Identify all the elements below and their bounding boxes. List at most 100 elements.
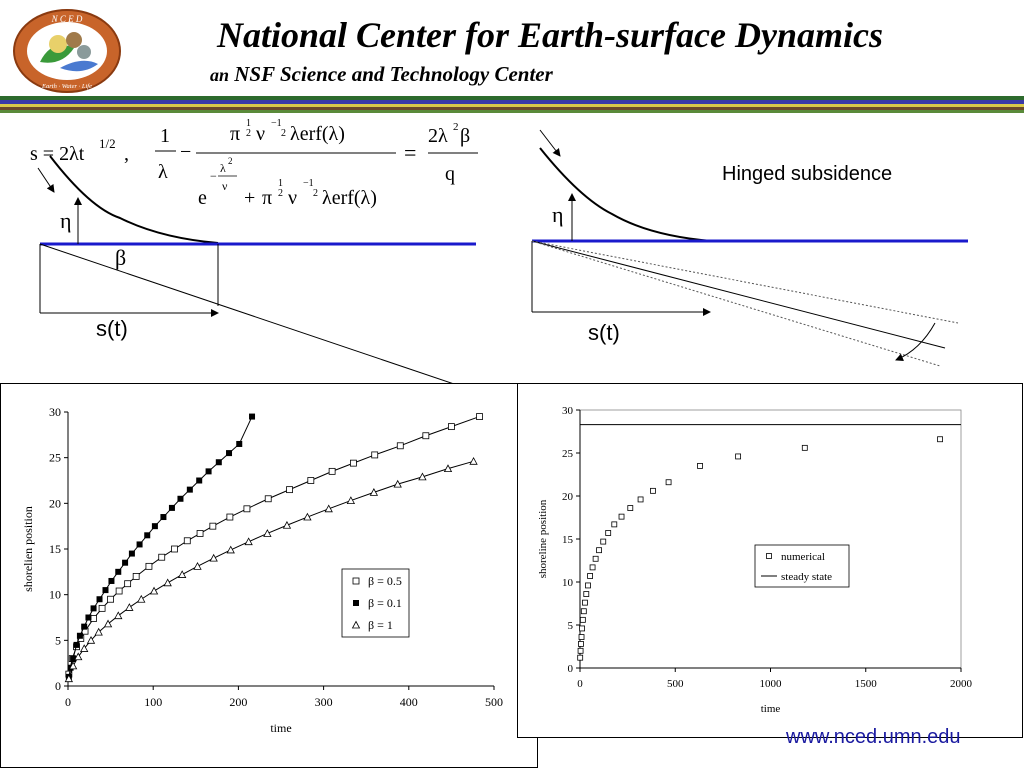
data-point [697, 463, 703, 469]
eq-num-half: 1 [246, 118, 251, 129]
series-2 [64, 456, 478, 683]
left-shore-arrow [37, 167, 55, 193]
x-axis-label: time [761, 703, 781, 715]
data-point [303, 512, 312, 521]
data-point [183, 537, 191, 545]
data-point [592, 555, 599, 562]
formula-s-comma: , [124, 143, 129, 165]
website-url: www.nced.umn.edu [786, 726, 961, 748]
eta-label: η [60, 208, 72, 233]
header-stripe-4 [0, 107, 1024, 110]
subtitle-prefix: an [210, 65, 230, 85]
data-point [85, 614, 92, 621]
data-point [115, 587, 123, 595]
data-point [611, 521, 618, 528]
legend-marker [353, 600, 359, 606]
data-point [422, 432, 430, 440]
legend-box [754, 544, 850, 588]
data-point [263, 529, 272, 537]
formula-s-exp: 1/2 [99, 136, 116, 151]
data-point [627, 505, 634, 511]
data-point [801, 444, 808, 451]
x-tick-label: 400 [400, 695, 418, 709]
data-point [585, 582, 591, 589]
data-point [144, 532, 151, 539]
y-axis-label: shoreline position [537, 499, 549, 578]
eq-rhs-num: 2λ [428, 125, 448, 147]
data-point [64, 674, 74, 683]
y-tick-label: 15 [562, 534, 574, 546]
data-point [122, 559, 129, 566]
legend-label: β = 0.5 [368, 574, 402, 588]
eq-equals: = [404, 140, 416, 165]
data-point [282, 520, 292, 529]
data-point [158, 553, 166, 561]
data-point [196, 477, 203, 484]
y-tick-label: 30 [49, 405, 61, 419]
x-tick-label: 0 [577, 678, 583, 690]
eq-num-pi: π [230, 123, 240, 145]
data-point [128, 550, 135, 557]
data-point [371, 451, 379, 459]
left-diagram: s = 2λt 1/2 , η β s(t) 1 λ − π 1 2 ν −1 … [30, 118, 478, 387]
eq-den-neg-half-den: 2 [313, 188, 318, 199]
data-point [577, 654, 584, 661]
data-point [665, 479, 672, 486]
eq-minus: − [180, 141, 191, 163]
hinged-subsidence-label: Hinged subsidence [722, 163, 893, 185]
data-point [578, 634, 585, 640]
legend-marker [352, 577, 360, 585]
data-point [90, 615, 97, 622]
header-stripe-2 [0, 100, 1024, 104]
y-tick-label: 30 [562, 405, 574, 417]
data-point [168, 504, 175, 511]
data-point [125, 603, 134, 611]
legend-label: β = 0.1 [368, 596, 402, 610]
y-tick-label: 5 [568, 620, 574, 632]
data-point [476, 413, 483, 420]
data-point [393, 479, 402, 488]
data-point [205, 468, 212, 475]
chart-shoreline-steady: 0 5 10 15 20 25 30 0 500 1000 1500 2000 time shorelin… [517, 383, 1023, 738]
eq-lambda: λ [158, 161, 168, 183]
y-tick-label: 10 [49, 588, 61, 602]
data-point [74, 652, 83, 661]
data-point [70, 655, 77, 662]
right-diagram: η s(t) [531, 129, 968, 367]
logo-top-text: N C E D [51, 14, 83, 24]
eq-rhs-beta: β [460, 125, 470, 147]
data-point [209, 522, 217, 530]
header-stripe-1 [0, 96, 1024, 100]
data-point [151, 523, 158, 530]
eq-den-half-den: 2 [278, 188, 283, 199]
data-point [937, 436, 943, 443]
data-point [171, 545, 178, 553]
y-tick-label: 20 [49, 496, 61, 510]
data-point [396, 442, 404, 450]
data-point [418, 472, 427, 481]
data-point [108, 577, 115, 584]
header-stripe-5 [0, 110, 1024, 113]
data-point [177, 495, 184, 502]
data-point [137, 594, 146, 603]
data-point [107, 595, 114, 603]
data-point [94, 627, 103, 636]
data-point [264, 495, 272, 503]
data-point [605, 530, 612, 536]
right-profile-curve [539, 147, 713, 242]
data-point [243, 505, 251, 513]
eq-rhs-den: q [445, 163, 455, 185]
data-point [350, 459, 357, 467]
legend-label: steady state [781, 571, 832, 583]
series-1 [65, 413, 256, 680]
legend-marker [766, 553, 772, 559]
eq-den-erf: λerf(λ) [322, 187, 377, 209]
data-point [618, 513, 625, 520]
eq-den-exp-num: λ [220, 161, 226, 175]
eq-rhs-num-sup: 2 [453, 121, 459, 133]
beta-label: β [115, 245, 126, 270]
right-slope-line [531, 240, 946, 349]
right-eta-label: η [552, 202, 564, 227]
schematic-diagrams: s = 2λt 1/2 , η β s(t) 1 λ − π 1 2 ν −1 … [30, 118, 968, 387]
